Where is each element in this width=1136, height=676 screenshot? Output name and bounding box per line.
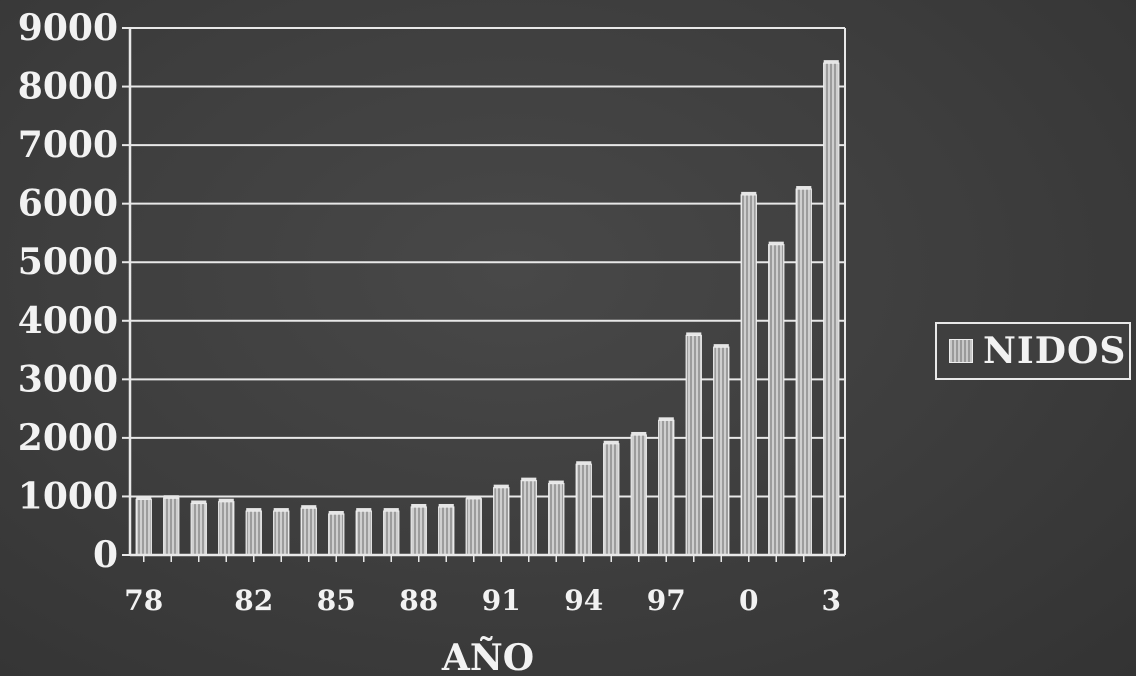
bar-0: [740, 194, 757, 556]
x-tick-label-78: 78: [124, 584, 163, 617]
bar-93: [548, 482, 565, 556]
x-tick-label-0: 0: [739, 584, 758, 617]
bar-85: [328, 513, 345, 556]
bar-cap-93: [548, 480, 564, 484]
bar-cap-95: [603, 440, 619, 444]
y-tick-label-0: 0: [93, 534, 118, 576]
bar-cap-1: [768, 241, 784, 245]
bar-cap-89: [438, 503, 454, 507]
axes: [128, 27, 846, 557]
bar-84: [300, 507, 317, 556]
x-tick-label-97: 97: [647, 584, 686, 617]
bar-91: [493, 487, 510, 556]
bar-cap-94: [576, 461, 592, 465]
bar-cap-79: [163, 495, 179, 499]
bar-89: [438, 506, 455, 556]
y-tick-label-7000: 7000: [18, 124, 118, 166]
bar-cap-81: [218, 498, 234, 502]
bar-92: [520, 480, 537, 556]
x-tick-label-94: 94: [564, 584, 603, 617]
bar-cap-83: [273, 508, 289, 512]
bar-cap-80: [191, 500, 207, 504]
bar-1: [768, 244, 785, 556]
bar-83: [273, 510, 290, 556]
x-tick-label-82: 82: [234, 584, 273, 617]
legend-swatch: [949, 339, 973, 363]
bar-cap-84: [301, 505, 317, 509]
bar-cap-85: [328, 511, 344, 515]
bar-cap-86: [356, 508, 372, 512]
bar-81: [218, 501, 235, 556]
bar-cap-98: [686, 332, 702, 336]
bar-cap-96: [631, 431, 647, 435]
bar-2: [795, 188, 812, 556]
bar-98: [685, 334, 702, 556]
bar-cap-82: [246, 508, 262, 512]
x-tick-label-91: 91: [482, 584, 521, 617]
bars: [135, 60, 840, 556]
bar-cap-3: [823, 60, 839, 64]
bar-3: [823, 62, 840, 556]
y-tick-label-1000: 1000: [18, 475, 118, 517]
bar-97: [658, 419, 675, 556]
bar-96: [630, 434, 647, 556]
bar-cap-2: [796, 186, 812, 190]
bar-cap-90: [466, 495, 482, 499]
y-tick-label-4000: 4000: [18, 300, 118, 342]
gridlines: [130, 27, 845, 498]
x-tick-label-88: 88: [399, 584, 438, 617]
y-tick-label-8000: 8000: [18, 66, 118, 108]
x-axis-title: AÑO: [441, 637, 534, 676]
bar-78: [135, 498, 152, 556]
bar-cap-0: [741, 191, 757, 195]
bar-cap-87: [383, 508, 399, 512]
bar-cap-92: [521, 477, 537, 481]
bar-99: [713, 346, 730, 556]
bar-cap-91: [493, 484, 509, 488]
y-tick-label-6000: 6000: [18, 183, 118, 225]
bar-79: [163, 497, 180, 556]
bar-90: [465, 498, 482, 556]
bar-95: [603, 443, 620, 556]
x-tick-labels: 78 82 85 88 91 94 97 0 3: [124, 555, 841, 617]
bar-cap-78: [136, 496, 152, 500]
y-tick-label-9000: 9000: [18, 7, 118, 49]
legend-label-nidos: NIDOS: [983, 330, 1127, 372]
bar-94: [575, 463, 592, 556]
bar-82: [245, 510, 262, 556]
y-tick-label-2000: 2000: [18, 417, 118, 459]
bar-cap-99: [713, 344, 729, 348]
bar-cap-97: [658, 417, 674, 421]
bar-86: [355, 510, 372, 556]
y-tick-label-5000: 5000: [18, 241, 118, 283]
x-tick-label-85: 85: [317, 584, 356, 617]
x-tick-label-3: 3: [822, 584, 841, 617]
y-tick-labels: 0 1000 2000 3000 4000 5000 6000 7000 8000 9000: [18, 7, 130, 576]
legend: NIDOS: [935, 322, 1131, 380]
bar-88: [410, 506, 427, 556]
y-tick-label-3000: 3000: [18, 358, 118, 400]
bar-80: [190, 502, 207, 556]
bar-87: [383, 510, 400, 556]
bar-cap-88: [411, 503, 427, 507]
